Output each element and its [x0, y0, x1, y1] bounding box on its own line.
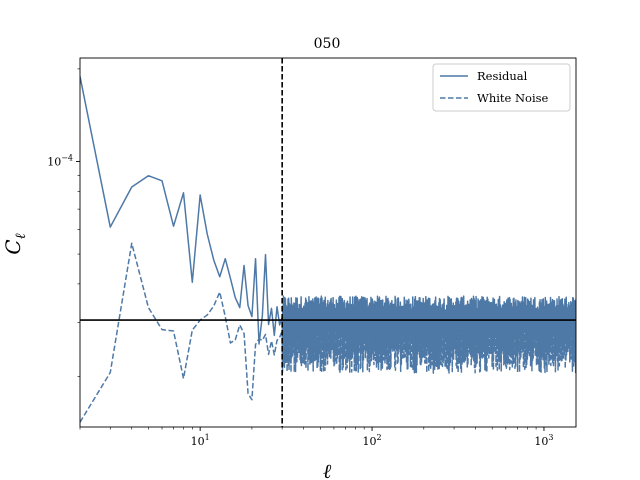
legend: Residual White Noise [432, 63, 571, 112]
legend-label-residual: Residual [477, 69, 528, 83]
y-tick-label: 10−4 [47, 153, 73, 168]
x-tick-label: 103 [534, 433, 553, 448]
plot-frame [79, 57, 577, 428]
series-line-white-noise [80, 242, 576, 423]
legend-label-white-noise: White Noise [477, 91, 549, 105]
x-axis: 101 102 103 [79, 427, 554, 448]
plot-series-group [80, 76, 576, 423]
y-axis-label-sub: ℓ [13, 233, 29, 239]
chart-title: 050 [314, 36, 341, 52]
x-tick-label: 101 [191, 433, 210, 448]
y-axis-label-main: C [1, 239, 25, 254]
series-line-residual [80, 76, 576, 345]
x-tick-label: 102 [363, 433, 382, 448]
plot-area [79, 57, 577, 428]
y-axis: 10−4 [47, 68, 80, 377]
y-axis-label: Cℓ [1, 233, 29, 254]
x-axis-label: ℓ [323, 459, 332, 480]
